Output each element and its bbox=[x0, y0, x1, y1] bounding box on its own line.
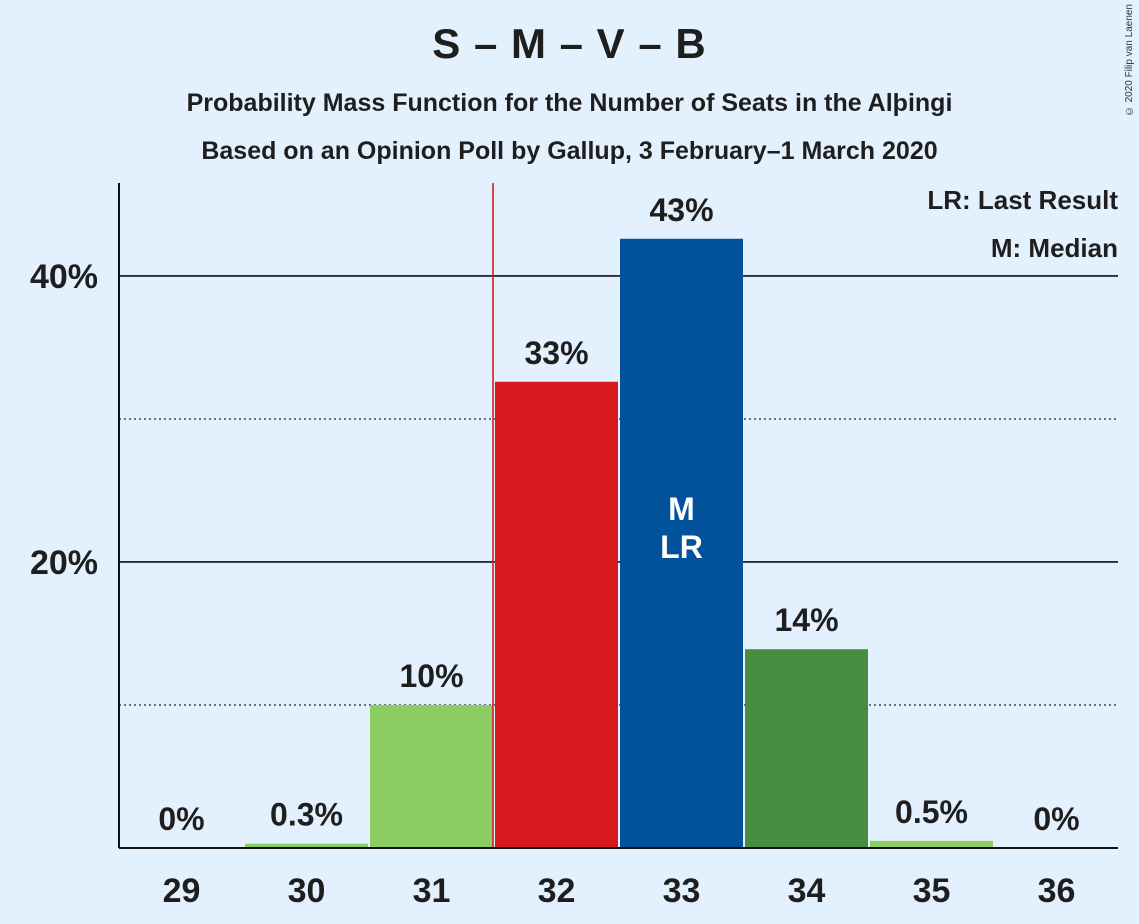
bar-seat-32 bbox=[495, 381, 618, 848]
bar-seat-33 bbox=[620, 238, 743, 849]
x-tick-label: 36 bbox=[1038, 872, 1076, 910]
legend-median: M: Median bbox=[991, 233, 1118, 263]
legend-last-result: LR: Last Result bbox=[927, 185, 1118, 215]
value-label: 10% bbox=[399, 658, 463, 694]
x-tick-label: 30 bbox=[288, 872, 326, 910]
bar-seat-34 bbox=[745, 649, 868, 848]
bar-seat-35 bbox=[870, 840, 993, 848]
chart-subtitle-1: Probability Mass Function for the Number… bbox=[186, 89, 953, 117]
last-result-marker: LR bbox=[660, 529, 703, 565]
x-tick-label: 34 bbox=[788, 872, 826, 910]
value-label: 0.5% bbox=[895, 794, 968, 830]
value-label: 0.3% bbox=[270, 797, 343, 833]
y-tick-label: 40% bbox=[30, 258, 98, 296]
value-label: 14% bbox=[774, 602, 838, 638]
grid-layer bbox=[119, 275, 1118, 706]
x-tick-label: 33 bbox=[663, 872, 701, 910]
bar-seat-31 bbox=[370, 704, 493, 848]
x-tick-label: 32 bbox=[538, 872, 576, 910]
bar-layer bbox=[245, 183, 993, 849]
y-tick-label: 20% bbox=[30, 544, 98, 582]
value-label: 0% bbox=[158, 801, 204, 837]
chart-subtitle-2: Based on an Opinion Poll by Gallup, 3 Fe… bbox=[201, 137, 938, 165]
value-label: 43% bbox=[649, 192, 713, 228]
x-tick-label: 35 bbox=[913, 872, 951, 910]
x-tick-label: 31 bbox=[413, 872, 451, 910]
bar-seat-30 bbox=[245, 843, 368, 848]
x-tick-label: 29 bbox=[163, 872, 201, 910]
median-marker: M bbox=[668, 491, 695, 527]
axis-layer: 20% 40% 29 30 31 32 33 34 35 36 bbox=[30, 183, 1118, 910]
value-label: 33% bbox=[524, 335, 588, 371]
label-layer: 0% 0.3% 10% 33% 43% 14% 0.5% 0% MLR bbox=[158, 192, 1079, 837]
chart-title: S – M – V – B bbox=[432, 20, 707, 67]
value-label: 0% bbox=[1033, 801, 1079, 837]
